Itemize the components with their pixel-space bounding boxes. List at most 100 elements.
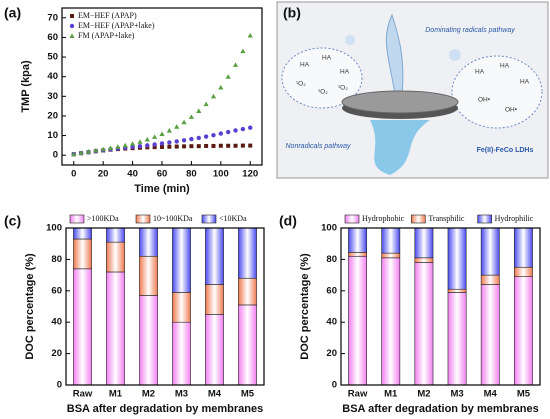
bar-segment bbox=[238, 227, 257, 279]
water-splash bbox=[370, 120, 430, 175]
bar-segment bbox=[414, 227, 434, 259]
species: OH• bbox=[478, 97, 491, 104]
material-label: Fe(II)-FeCo LDHs bbox=[477, 147, 534, 154]
y-axis-label: DOC percentage (%) bbox=[299, 253, 311, 360]
marker bbox=[196, 108, 202, 114]
y-axis-label: DOC percentage (%) bbox=[24, 253, 36, 360]
x-tick-label: M5 bbox=[517, 389, 531, 400]
species: HA bbox=[520, 79, 530, 86]
x-tick-label: 120 bbox=[242, 169, 258, 180]
marker bbox=[248, 125, 253, 130]
marker bbox=[69, 23, 75, 29]
bar-segment bbox=[205, 314, 224, 386]
y-tick-label: 60 bbox=[51, 285, 62, 296]
bar-segment bbox=[381, 257, 401, 386]
x-axis-label: BSA after degradation by membranes bbox=[342, 403, 538, 415]
legend-label: >100KDa bbox=[87, 214, 119, 223]
marker bbox=[152, 145, 157, 150]
marker bbox=[152, 142, 157, 147]
species: OH• bbox=[505, 107, 518, 114]
marker bbox=[137, 139, 143, 144]
species: HA bbox=[475, 69, 485, 76]
marker bbox=[189, 144, 194, 149]
marker bbox=[144, 136, 150, 142]
marker bbox=[233, 143, 238, 148]
legend-label: Transphilic bbox=[428, 214, 465, 223]
bar-segment bbox=[139, 295, 158, 386]
x-tick-label: Raw bbox=[348, 389, 368, 400]
x-axis-label: BSA after degradation by membranes bbox=[67, 403, 263, 415]
x-tick-label: Raw bbox=[73, 389, 93, 400]
bar-segment bbox=[238, 304, 257, 386]
x-axis-label: Time (min) bbox=[134, 183, 190, 195]
legend-swatch bbox=[135, 214, 151, 224]
plot-frame bbox=[61, 7, 263, 166]
marker bbox=[188, 114, 195, 119]
species: HA bbox=[322, 55, 332, 62]
bar-segment bbox=[238, 277, 257, 306]
x-tick-label: 60 bbox=[157, 169, 168, 180]
bar-segment bbox=[172, 292, 191, 323]
x-tick-label: M3 bbox=[175, 389, 188, 400]
marker bbox=[174, 139, 179, 144]
y-tick-label: 40 bbox=[51, 317, 62, 328]
bubble bbox=[451, 55, 543, 129]
marker bbox=[71, 151, 77, 157]
y-tick-label: 60 bbox=[47, 32, 58, 43]
bar-segment bbox=[205, 284, 224, 315]
y-tick-label: 40 bbox=[47, 71, 58, 82]
marker bbox=[85, 149, 92, 154]
diagram-panel: (b) Dominating radicals pathway Nonradic… bbox=[276, 1, 549, 179]
chart: (a) TMP (kpa) Time (min) 0 10 20 30 40 50 60 70 0 20… bbox=[4, 5, 263, 195]
marker bbox=[145, 143, 150, 148]
chart: (c) DOC percentage (%) BSA after degradati… bbox=[4, 213, 265, 415]
marker bbox=[232, 62, 239, 67]
species: ¹O₂ bbox=[318, 89, 328, 96]
bar-segment bbox=[172, 321, 191, 386]
x-tick-label: M2 bbox=[142, 389, 155, 400]
species: HA bbox=[300, 62, 310, 69]
panel-label: (a) bbox=[4, 5, 21, 21]
marker bbox=[248, 143, 253, 148]
bubble-dot bbox=[449, 49, 461, 61]
marker bbox=[160, 144, 164, 149]
legend-label: FM (APAP+lake) bbox=[78, 31, 135, 40]
water-jet bbox=[385, 13, 404, 96]
marker bbox=[129, 141, 136, 146]
marker bbox=[204, 143, 209, 148]
marker bbox=[233, 128, 238, 133]
y-tick-label: 80 bbox=[326, 254, 337, 265]
bubble-dot bbox=[345, 35, 355, 45]
pathway-label: Nonradicals pathway bbox=[286, 143, 351, 150]
x-tick-label: M3 bbox=[450, 389, 463, 400]
plot-frame bbox=[65, 227, 265, 386]
y-tick-label: 10 bbox=[47, 130, 58, 141]
marker bbox=[218, 143, 223, 148]
marker bbox=[240, 143, 245, 148]
bar-segment bbox=[480, 284, 500, 386]
marker bbox=[210, 93, 217, 99]
marker bbox=[247, 32, 253, 38]
bar-segment bbox=[106, 227, 125, 243]
legend-swatch bbox=[477, 214, 492, 224]
marker bbox=[159, 141, 165, 146]
y-tick-label: 40 bbox=[326, 317, 337, 328]
bar-segment bbox=[480, 227, 500, 276]
marker bbox=[159, 131, 165, 136]
bar-segment bbox=[348, 227, 368, 253]
marker bbox=[211, 132, 216, 138]
marker bbox=[69, 33, 75, 38]
y-tick-label: 50 bbox=[47, 52, 58, 63]
marker bbox=[196, 144, 201, 149]
bar-segment bbox=[348, 252, 368, 257]
bar-segment bbox=[381, 252, 401, 259]
x-tick-label: M5 bbox=[241, 389, 255, 400]
bar-segment bbox=[73, 238, 92, 270]
marker bbox=[189, 136, 194, 142]
y-tick-label: 80 bbox=[51, 254, 62, 265]
y-tick-label: 0 bbox=[53, 150, 58, 161]
marker bbox=[196, 135, 201, 141]
bar-segment bbox=[480, 274, 500, 285]
marker bbox=[240, 48, 246, 54]
bar-segment bbox=[106, 271, 125, 386]
